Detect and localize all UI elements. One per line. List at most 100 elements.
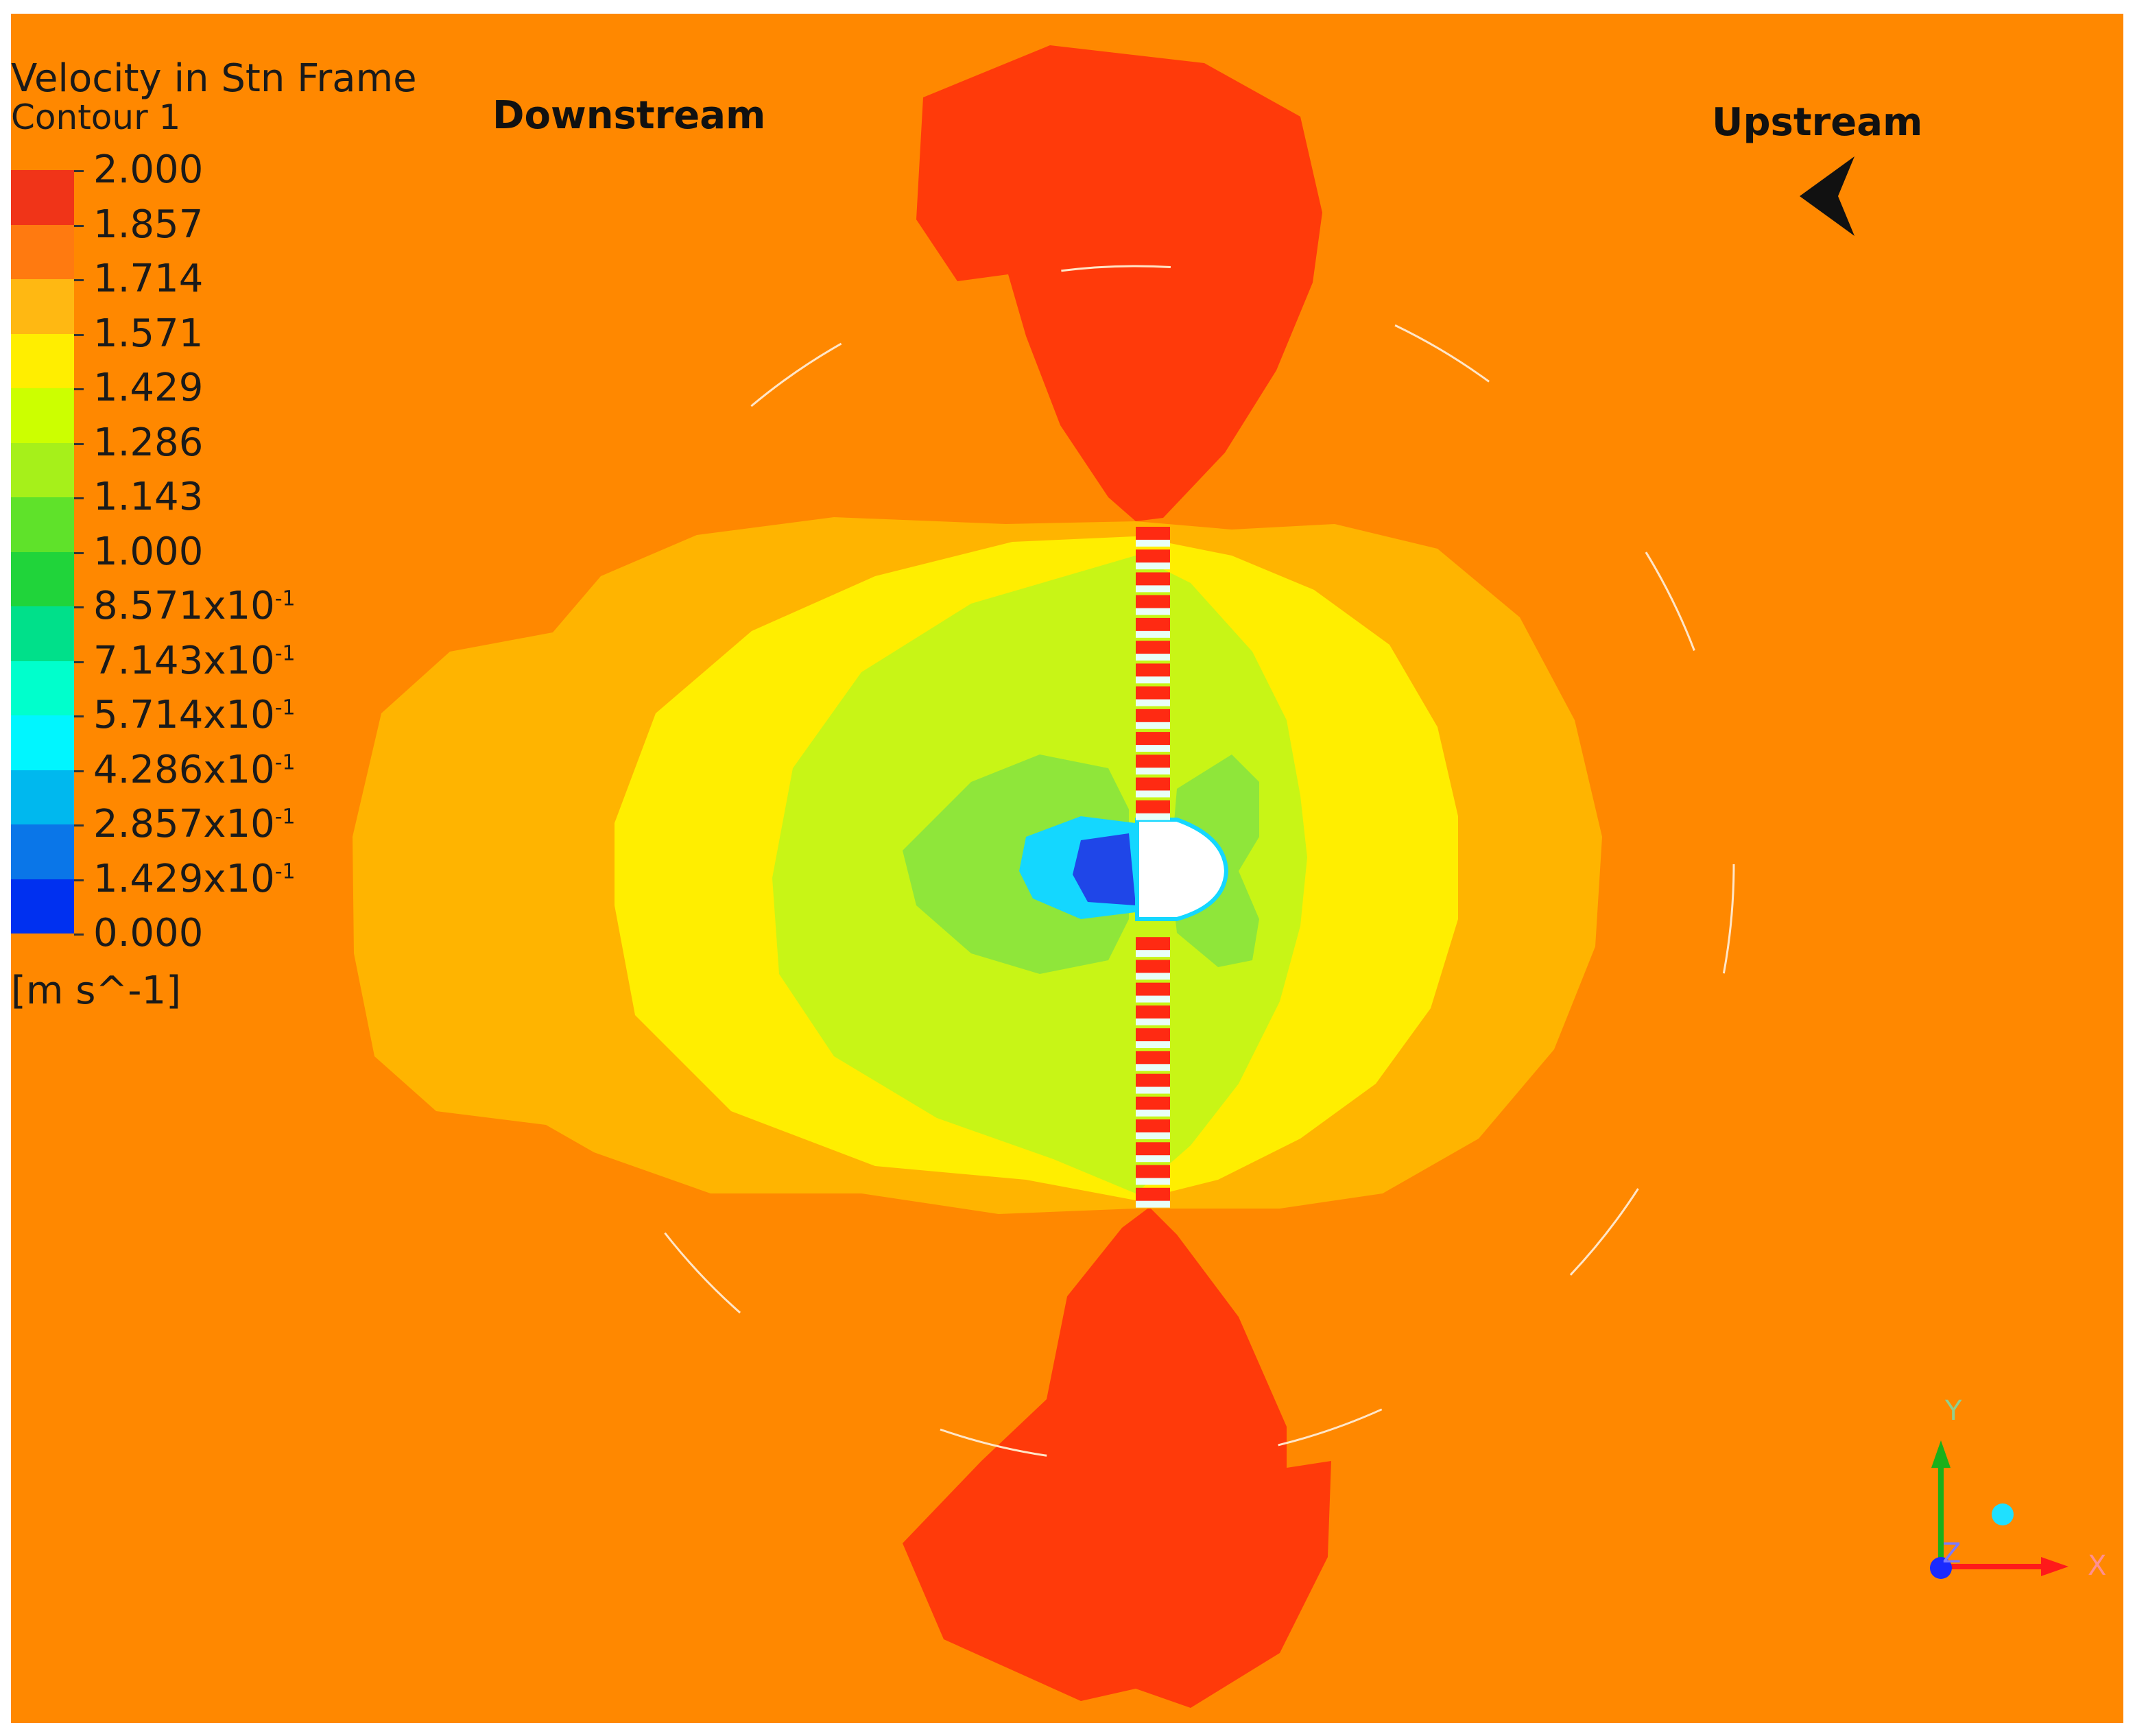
legend-title: Velocity in Stn Frame [11, 56, 417, 101]
color-bar-tick-mark [74, 388, 84, 390]
color-bar-tick-mark [74, 224, 84, 227]
color-bar-band [11, 497, 74, 552]
blade-segment-low [1136, 654, 1170, 661]
color-bar-band [11, 770, 74, 824]
color-bar-tick-mark [74, 824, 84, 827]
blade-segment-high [1136, 1142, 1170, 1156]
blade-segment-high [1136, 641, 1170, 655]
blade-segment-low [1136, 1178, 1170, 1185]
blade-segment-high [1136, 732, 1170, 746]
axis-y-label: Y [1944, 1395, 1962, 1427]
blade-segment-low [1136, 722, 1170, 729]
color-bar-tick-label: 7.143x10-1 [93, 638, 296, 683]
blade-segment-low [1136, 630, 1170, 638]
color-bar-band [11, 442, 74, 497]
color-bar-band [11, 606, 74, 661]
blade-segment-low [1136, 1109, 1170, 1117]
color-bar-tick-label: 1.286 [93, 420, 204, 465]
color-bar-band [11, 551, 74, 606]
color-bar-tick-mark [74, 551, 84, 554]
blade-segment-low [1136, 768, 1170, 775]
color-bar-tick-label: 8.571x10-1 [93, 584, 296, 628]
legend-subtitle: Contour 1 [11, 97, 181, 137]
color-bar-band [11, 279, 74, 334]
blade-segment-high [1136, 960, 1170, 975]
flow-direction-arrow-icon [1800, 156, 1854, 236]
blade-segment-high [1136, 1119, 1170, 1134]
blade-segment-low [1136, 790, 1170, 798]
blade-segment-low [1136, 1064, 1170, 1071]
color-bar-tick-label: 0.000 [93, 911, 204, 955]
blade-segment-high [1136, 709, 1170, 724]
color-bar-tick-label: 1.571 [93, 311, 204, 356]
blade-segment-high [1136, 937, 1170, 951]
axis-z-label: Z [1942, 1538, 1961, 1569]
blade-segment-high [1136, 1051, 1170, 1065]
blade-segment-low [1136, 1200, 1170, 1208]
color-bar-tick-label: 4.286x10-1 [93, 747, 296, 792]
color-bar-tick-label: 1.143 [93, 475, 204, 519]
blade-segment-low [1136, 1018, 1170, 1025]
color-bar-band [11, 224, 74, 279]
blade-segment-high [1136, 617, 1170, 632]
color-bar-band [11, 388, 74, 443]
color-bar-tick-mark [74, 661, 84, 663]
blade-segment-high [1136, 686, 1170, 701]
blade-segment-high [1136, 800, 1170, 815]
color-bar-tick-mark [74, 934, 84, 936]
blade-segment-low [1136, 1132, 1170, 1139]
blade-segment-low [1136, 585, 1170, 593]
blade-segment-high [1136, 595, 1170, 610]
color-bar-tick-label: 1.714 [93, 257, 204, 301]
downstream-label: Downstream [492, 93, 766, 138]
blade-segment-high [1136, 527, 1170, 541]
color-bar-tick-mark [74, 333, 84, 336]
turbine-hub [1135, 818, 1229, 921]
green-band-left [903, 754, 1129, 974]
color-bar-tick-mark [74, 606, 84, 608]
blade-segment-low [1136, 1086, 1170, 1094]
blade-segment-high [1136, 1187, 1170, 1202]
color-bar-tick-label: 2.857x10-1 [93, 802, 296, 846]
blue-wake-core [1073, 833, 1136, 905]
blade-segment-low [1136, 813, 1170, 820]
legend-unit: [m s^-1] [11, 968, 181, 1013]
rotor-blade-strip [1136, 527, 1170, 1208]
color-bar-tick-mark [74, 170, 84, 172]
blade-segment-low [1136, 1155, 1170, 1163]
blade-segment-low [1136, 1041, 1170, 1049]
color-bar-band [11, 170, 74, 225]
color-bar-tick-label: 1.429 [93, 366, 204, 410]
color-bar-band [11, 715, 74, 770]
domain-boundary-arc [536, 265, 1735, 1464]
blade-segment-low [1136, 995, 1170, 1003]
blade-segment-low [1136, 608, 1170, 615]
axis-x-label: X [2088, 1550, 2106, 1582]
blade-segment-high [1136, 982, 1170, 997]
blade-segment-low [1136, 539, 1170, 547]
color-bar-tick-mark [74, 442, 84, 445]
color-bar-tick-label: 1.429x10-1 [93, 856, 296, 901]
upstream-label: Upstream [1712, 100, 1923, 145]
velocity-contour-field [11, 14, 2123, 1723]
contour-viewport[interactable] [11, 14, 2123, 1723]
blade-segment-high [1136, 1028, 1170, 1043]
blade-segment-high [1136, 572, 1170, 587]
color-bar-tick-mark [74, 497, 84, 499]
color-bar-tick-mark [74, 279, 84, 281]
color-bar-band [11, 661, 74, 715]
bottom-high-velocity-lobe [903, 1207, 1331, 1708]
color-bar-tick-mark [74, 879, 84, 881]
blade-segment-high [1136, 1005, 1170, 1020]
axis-triad: Y X Z [1930, 1395, 2106, 1582]
blade-segment-high [1136, 1096, 1170, 1111]
blade-segment-high [1136, 1073, 1170, 1089]
blade-segment-low [1136, 973, 1170, 980]
color-bar-tick-label: 2.000 [93, 147, 204, 192]
color-bar-tick-mark [74, 770, 84, 772]
blade-segment-low [1136, 562, 1170, 570]
blade-segment-high [1136, 663, 1170, 678]
color-bar-band [11, 333, 74, 388]
color-bar-tick-label: 1.857 [93, 202, 204, 247]
color-bar-tick-label: 1.000 [93, 529, 204, 574]
